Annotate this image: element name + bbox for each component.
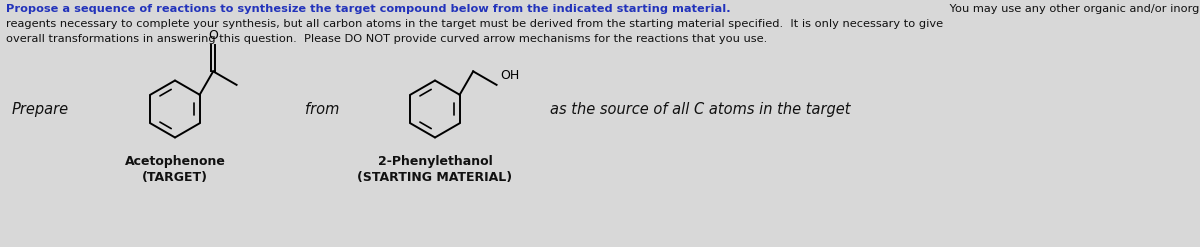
Text: Prepare: Prepare bbox=[12, 102, 70, 117]
Text: reagents necessary to complete your synthesis, but all carbon atoms in the targe: reagents necessary to complete your synt… bbox=[6, 19, 943, 29]
Text: from: from bbox=[305, 102, 340, 117]
Text: as the source of all C atoms in the target: as the source of all C atoms in the targ… bbox=[550, 102, 851, 117]
Text: Acetophenone
(TARGET): Acetophenone (TARGET) bbox=[125, 156, 226, 184]
Text: 2-Phenylethanol
(STARTING MATERIAL): 2-Phenylethanol (STARTING MATERIAL) bbox=[358, 156, 512, 184]
Text: O: O bbox=[209, 29, 218, 42]
Text: Propose a sequence of reactions to synthesize the target compound below from the: Propose a sequence of reactions to synth… bbox=[6, 4, 731, 14]
Text: overall transformations in answering this question.  Please DO NOT provide curve: overall transformations in answering thi… bbox=[6, 34, 767, 44]
Text: You may use any other organic and/or inorganic: You may use any other organic and/or ino… bbox=[946, 4, 1200, 14]
Text: OH: OH bbox=[500, 69, 520, 82]
